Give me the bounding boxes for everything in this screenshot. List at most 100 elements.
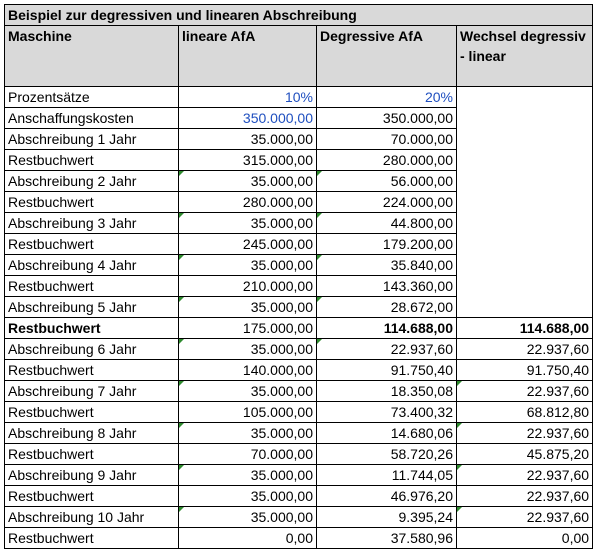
switch-cell[interactable]: 22.937,60 — [455, 380, 594, 402]
table-row: Restbuchwert 315.000,00 280.000,00 — [4, 149, 594, 171]
degressive-afa-cell[interactable]: 56.000,00 — [316, 170, 457, 192]
linear-afa-cell[interactable]: 35.000,00 — [178, 170, 317, 192]
degressive-afa-cell[interactable]: 280.000,00 — [316, 149, 457, 171]
header-lineare-afa[interactable]: lineare AfA — [178, 25, 317, 87]
degressive-afa-cell[interactable]: 18.350,08 — [316, 380, 457, 402]
row-label-cell[interactable]: Restbuchwert — [4, 401, 179, 423]
degressive-afa-cell[interactable]: 143.360,00 — [316, 275, 457, 297]
row-label-cell[interactable]: Restbuchwert — [4, 233, 179, 255]
linear-afa-cell[interactable]: 35.000,00 — [178, 464, 317, 486]
switch-cell[interactable] — [455, 212, 594, 234]
degressive-afa-cell[interactable]: 114.688,00 — [316, 317, 457, 339]
row-label-cell[interactable]: Abschreibung 1 Jahr — [4, 128, 179, 150]
switch-cell[interactable]: 114.688,00 — [455, 317, 594, 339]
row-label-cell[interactable]: Abschreibung 6 Jahr — [4, 338, 179, 360]
row-label-cell[interactable]: Abschreibung 4 Jahr — [4, 254, 179, 276]
switch-cell[interactable] — [455, 128, 594, 150]
row-label-cell[interactable]: Abschreibung 2 Jahr — [4, 170, 179, 192]
table-row: Restbuchwert 245.000,00 179.200,00 — [4, 233, 594, 255]
switch-cell[interactable]: 0,00 — [455, 527, 594, 549]
row-label-cell[interactable]: Restbuchwert — [4, 359, 179, 381]
degressive-afa-cell[interactable]: 37.580,96 — [316, 527, 457, 549]
switch-cell[interactable]: 22.937,60 — [455, 464, 594, 486]
linear-afa-cell[interactable]: 140.000,00 — [178, 359, 317, 381]
switch-cell[interactable] — [455, 296, 594, 318]
degressive-afa-cell[interactable]: 44.800,00 — [316, 212, 457, 234]
switch-cell[interactable] — [455, 107, 594, 129]
linear-afa-cell[interactable]: 245.000,00 — [178, 233, 317, 255]
sheet-title[interactable]: Beispiel zur degressiven und linearen Ab… — [3, 4, 594, 26]
degressive-afa-cell[interactable]: 22.937,60 — [316, 338, 457, 360]
row-label-cell[interactable]: Abschreibung 7 Jahr — [4, 380, 179, 402]
linear-afa-cell[interactable]: 0,00 — [178, 527, 317, 549]
linear-afa-cell[interactable]: 70.000,00 — [178, 443, 317, 465]
switch-cell[interactable] — [455, 149, 594, 171]
linear-afa-cell[interactable]: 35.000,00 — [178, 485, 317, 507]
switch-cell[interactable]: 22.937,60 — [455, 422, 594, 444]
degressive-afa-cell[interactable]: 11.744,05 — [316, 464, 457, 486]
switch-cell[interactable] — [455, 275, 594, 297]
header-maschine[interactable]: Maschine — [4, 25, 179, 87]
switch-cell[interactable] — [455, 191, 594, 213]
table-row: Restbuchwert 140.000,00 91.750,40 91.750,40 — [4, 359, 594, 381]
degressive-afa-cell[interactable]: 91.750,40 — [316, 359, 457, 381]
linear-afa-cell[interactable]: 35.000,00 — [178, 380, 317, 402]
linear-afa-cell[interactable]: 350.000,00 — [178, 107, 317, 129]
linear-afa-cell[interactable]: 175.000,00 — [178, 317, 317, 339]
degressive-afa-cell[interactable]: 20% — [316, 86, 457, 108]
row-label-cell[interactable]: Restbuchwert — [4, 191, 179, 213]
linear-afa-cell[interactable]: 35.000,00 — [178, 506, 317, 528]
row-label-cell[interactable]: Restbuchwert — [4, 485, 179, 507]
row-label-cell[interactable]: Abschreibung 10 Jahr — [4, 506, 179, 528]
linear-afa-cell[interactable]: 35.000,00 — [178, 128, 317, 150]
table-row: Abschreibung 1 Jahr 35.000,00 70.000,00 — [4, 128, 594, 150]
header-degressive-afa[interactable]: Degressive AfA — [316, 25, 457, 87]
switch-cell[interactable] — [455, 170, 594, 192]
linear-afa-cell[interactable]: 35.000,00 — [178, 212, 317, 234]
linear-afa-cell[interactable]: 280.000,00 — [178, 191, 317, 213]
table-row: Abschreibung 6 Jahr 35.000,00 22.937,60 22.… — [4, 338, 594, 360]
switch-cell[interactable] — [455, 254, 594, 276]
linear-afa-cell[interactable]: 35.000,00 — [178, 338, 317, 360]
switch-cell[interactable] — [455, 233, 594, 255]
degressive-afa-cell[interactable]: 28.672,00 — [316, 296, 457, 318]
switch-cell[interactable]: 68.812,80 — [455, 401, 594, 423]
degressive-afa-cell[interactable]: 9.395,24 — [316, 506, 457, 528]
switch-cell[interactable]: 91.750,40 — [455, 359, 594, 381]
switch-cell[interactable]: 22.937,60 — [455, 338, 594, 360]
degressive-afa-cell[interactable]: 224.000,00 — [316, 191, 457, 213]
degressive-afa-cell[interactable]: 58.720,26 — [316, 443, 457, 465]
linear-afa-cell[interactable]: 210.000,00 — [178, 275, 317, 297]
switch-cell[interactable]: 22.937,60 — [455, 485, 594, 507]
degressive-afa-cell[interactable]: 46.976,20 — [316, 485, 457, 507]
linear-afa-cell[interactable]: 10% — [178, 86, 317, 108]
row-label-cell[interactable]: Abschreibung 8 Jahr — [4, 422, 179, 444]
linear-afa-cell[interactable]: 35.000,00 — [178, 296, 317, 318]
linear-afa-cell[interactable]: 105.000,00 — [178, 401, 317, 423]
row-label-cell[interactable]: Restbuchwert — [4, 443, 179, 465]
degressive-afa-cell[interactable]: 35.840,00 — [316, 254, 457, 276]
degressive-afa-cell[interactable]: 179.200,00 — [316, 233, 457, 255]
row-label-cell[interactable]: Abschreibung 5 Jahr — [4, 296, 179, 318]
switch-cell[interactable]: 45.875,20 — [455, 443, 594, 465]
linear-afa-cell[interactable]: 35.000,00 — [178, 254, 317, 276]
row-label-cell[interactable]: Restbuchwert — [4, 527, 179, 549]
switch-cell[interactable]: 22.937,60 — [455, 506, 594, 528]
row-label-cell[interactable]: Abschreibung 3 Jahr — [4, 212, 179, 234]
header-wechsel[interactable]: Wechsel degressiv - linear — [455, 25, 594, 87]
row-label-cell[interactable]: Anschaffungskosten — [4, 107, 179, 129]
linear-afa-cell[interactable]: 35.000,00 — [178, 422, 317, 444]
table-row: Abschreibung 5 Jahr 35.000,00 28.672,00 — [4, 296, 594, 318]
row-label-cell[interactable]: Restbuchwert — [4, 275, 179, 297]
linear-afa-cell[interactable]: 315.000,00 — [178, 149, 317, 171]
row-label-cell[interactable]: Prozentsätze — [4, 86, 179, 108]
row-label-cell[interactable]: Restbuchwert — [4, 149, 179, 171]
degressive-afa-cell[interactable]: 70.000,00 — [316, 128, 457, 150]
degressive-afa-cell[interactable]: 350.000,00 — [316, 107, 457, 129]
row-label-cell[interactable]: Restbuchwert — [4, 317, 179, 339]
switch-cell[interactable] — [455, 86, 594, 108]
table-row: Restbuchwert 210.000,00 143.360,00 — [4, 275, 594, 297]
row-label-cell[interactable]: Abschreibung 9 Jahr — [4, 464, 179, 486]
degressive-afa-cell[interactable]: 14.680,06 — [316, 422, 457, 444]
degressive-afa-cell[interactable]: 73.400,32 — [316, 401, 457, 423]
